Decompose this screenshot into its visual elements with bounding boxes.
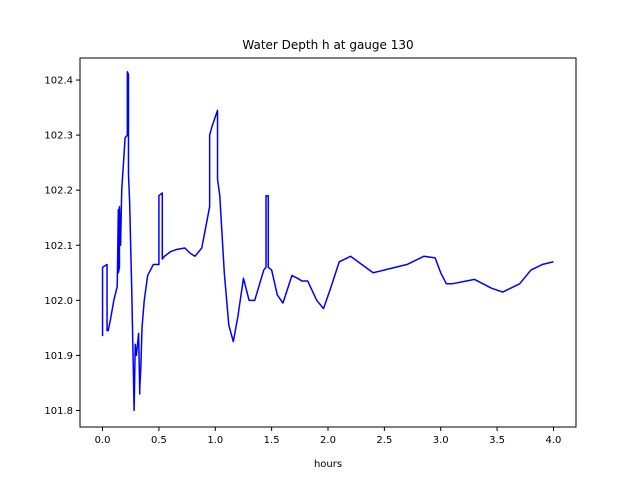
- y-tick-label: 102.0: [44, 296, 73, 307]
- x-tick-label: 1.0: [207, 435, 223, 446]
- chart-title: Water Depth h at gauge 130: [242, 38, 413, 52]
- y-tick-label: 101.9: [44, 351, 73, 362]
- y-tick-label: 102.1: [44, 241, 73, 252]
- plot-area: [101, 71, 554, 412]
- x-tick-label: 2.5: [376, 435, 392, 446]
- x-tick-label: 4.0: [546, 435, 562, 446]
- x-tick-label: 0.5: [151, 435, 167, 446]
- y-axis: 101.8 101.9 102.0 102.1 102.2 102.3 102.4: [44, 76, 80, 417]
- y-tick-label: 101.8: [44, 406, 73, 417]
- x-tick-label: 3.0: [433, 435, 449, 446]
- x-tick-label: 2.0: [320, 435, 336, 446]
- x-tick-label: 0.0: [95, 435, 111, 446]
- x-tick-label: 1.5: [264, 435, 280, 446]
- x-axis: 0.0 0.5 1.0 1.5 2.0 2.5 3.0 3.5 4.0: [95, 427, 562, 446]
- y-tick-label: 102.2: [44, 186, 73, 197]
- y-tick-label: 102.4: [44, 76, 73, 87]
- series-line: [101, 71, 554, 412]
- y-tick-label: 102.3: [44, 131, 73, 142]
- x-axis-label: hours: [314, 459, 342, 470]
- x-tick-label: 3.5: [489, 435, 505, 446]
